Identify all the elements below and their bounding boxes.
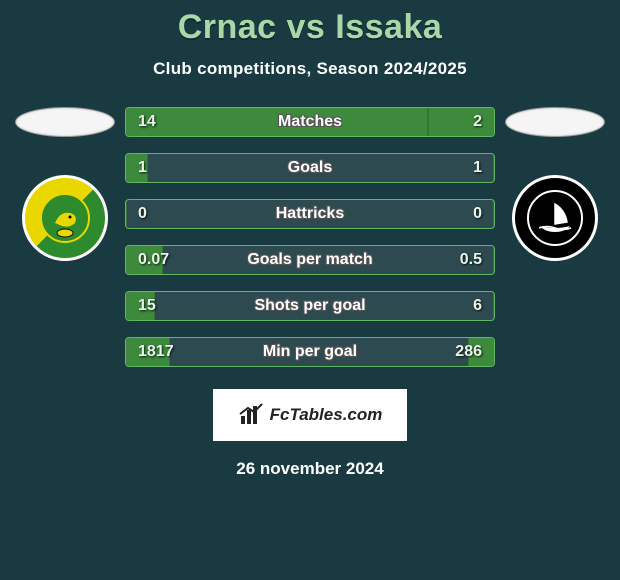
stats-column: 14 Matches 2 1 Goals 1 0 Hattricks 0 [125,107,495,367]
stat-bar-hattricks: 0 Hattricks 0 [125,199,495,229]
page-container: Crnac vs Issaka Club competitions, Seaso… [0,0,620,580]
stat-value-left: 0.07 [138,251,169,269]
ship-icon [525,188,585,248]
page-title: Crnac vs Issaka [178,8,443,47]
left-player-col [5,107,125,261]
date-text: 26 november 2024 [236,459,383,479]
right-player-col [495,107,615,261]
stat-bar-goals-per-match: 0.07 Goals per match 0.5 [125,245,495,275]
stat-label: Shots per goal [126,297,494,315]
stat-value-left: 1 [138,159,147,177]
stat-value-left: 15 [138,297,156,315]
left-club-badge [22,175,108,261]
stat-label: Min per goal [126,343,494,361]
stat-label: Goals [126,159,494,177]
stat-value-right: 2 [473,113,482,131]
main-row: 14 Matches 2 1 Goals 1 0 Hattricks 0 [0,107,620,367]
stat-bar-matches: 14 Matches 2 [125,107,495,137]
stat-value-right: 286 [455,343,482,361]
stat-value-right: 0.5 [460,251,482,269]
chart-icon [238,402,264,428]
stat-value-left: 14 [138,113,156,131]
stat-label: Goals per match [126,251,494,269]
stat-label: Matches [126,113,494,131]
right-player-photo-placeholder [505,107,605,137]
stat-bar-shots-per-goal: 15 Shots per goal 6 [125,291,495,321]
stat-value-left: 0 [138,205,147,223]
page-subtitle: Club competitions, Season 2024/2025 [153,59,467,79]
stat-bar-goals: 1 Goals 1 [125,153,495,183]
stat-label: Hattricks [126,205,494,223]
canary-icon [40,193,90,243]
stat-bar-min-per-goal: 1817 Min per goal 286 [125,337,495,367]
stat-value-right: 1 [473,159,482,177]
brand-logo-box[interactable]: FcTables.com [213,389,407,441]
stat-value-left: 1817 [138,343,174,361]
stat-value-right: 6 [473,297,482,315]
brand-text: FcTables.com [270,405,383,425]
right-club-badge [512,175,598,261]
stat-value-right: 0 [473,205,482,223]
left-player-photo-placeholder [15,107,115,137]
